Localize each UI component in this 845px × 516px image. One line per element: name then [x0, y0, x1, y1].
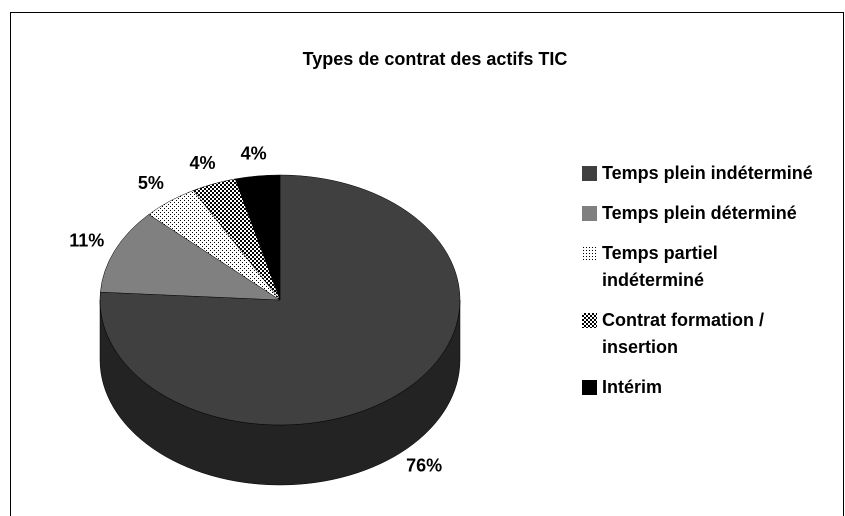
pie-slice	[100, 214, 281, 301]
legend-item: Contrat formation / insertion	[582, 307, 822, 361]
legend-item: Temps partiel indéterminé	[582, 240, 822, 294]
data-label: 4%	[241, 144, 267, 164]
legend-label: Intérim	[602, 377, 663, 397]
legend: Temps plein indéterminé Temps plein déter…	[582, 160, 822, 414]
legend-label: Temps partiel indéterminé	[602, 243, 718, 290]
legend-swatch	[582, 246, 597, 261]
legend-item: Temps plein indéterminé	[582, 160, 822, 187]
pie	[99, 174, 461, 486]
data-label: 4%	[189, 153, 215, 173]
data-label: 11%	[69, 231, 104, 251]
chart-title: Types de contrat des actifs TIC	[303, 49, 568, 69]
legend-item: Temps plein déterminé	[582, 200, 822, 227]
legend-label: Temps plein déterminé	[602, 203, 797, 223]
legend-item: Intérim	[582, 374, 822, 401]
data-label: 5%	[138, 173, 164, 193]
legend-swatch	[582, 206, 597, 221]
legend-swatch	[582, 380, 597, 395]
legend-label: Contrat formation / insertion	[602, 310, 764, 357]
legend-swatch	[582, 313, 597, 328]
pie-slice	[234, 174, 281, 301]
data-label: 76%	[406, 455, 442, 475]
pie-slice	[99, 174, 461, 426]
legend-swatch	[582, 166, 597, 181]
legend-label: Temps plein indéterminé	[602, 163, 813, 183]
